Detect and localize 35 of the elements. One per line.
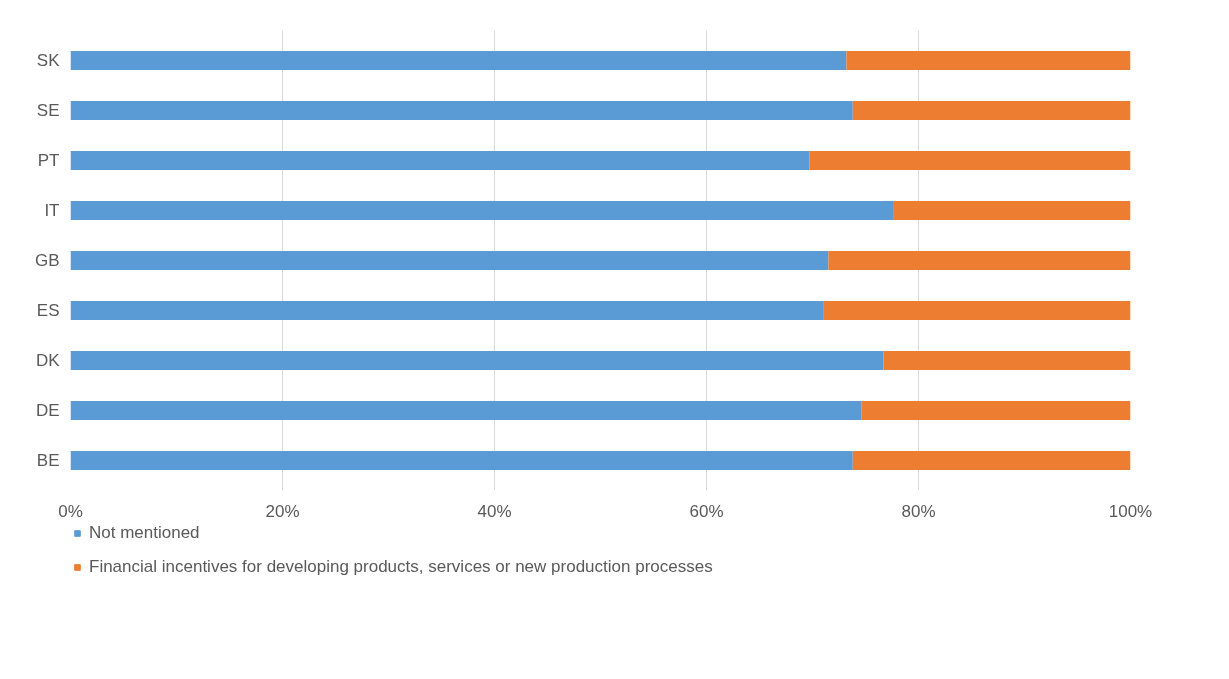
bar <box>852 101 1131 120</box>
bar <box>852 451 1131 470</box>
y-tick-label: SK <box>36 51 61 70</box>
bar <box>828 251 1131 270</box>
y-tick-label: DK <box>35 351 61 370</box>
bar <box>70 151 810 170</box>
x-tick-label: 40% <box>477 501 512 521</box>
y-tick-label: SE <box>36 101 60 120</box>
x-tick-label: 80% <box>901 501 936 521</box>
y-tick-label: PT <box>37 151 60 170</box>
y-tick-label: IT <box>44 201 60 220</box>
bar <box>70 301 824 320</box>
bar <box>823 301 1131 320</box>
y-tick-label: GB <box>34 251 60 270</box>
y-tick-label: DE <box>35 401 60 420</box>
y-tick-label: ES <box>36 301 60 320</box>
bar <box>70 51 847 70</box>
bar <box>70 101 853 120</box>
bar <box>70 201 894 220</box>
x-tick-label: 0% <box>58 501 83 521</box>
bar <box>70 451 853 470</box>
bar <box>809 151 1131 170</box>
x-tick-label: 100% <box>1108 501 1153 521</box>
bar <box>70 351 884 370</box>
legend-label: Not mentioned <box>89 523 200 543</box>
legend-label: Financial incentives for developing products, services or new production processes <box>89 557 713 577</box>
bar <box>70 251 829 270</box>
bar <box>883 351 1131 370</box>
y-tick-label: BE <box>36 451 60 470</box>
x-tick-label: 60% <box>689 501 724 521</box>
bar <box>846 51 1131 70</box>
bar <box>861 401 1131 420</box>
bar <box>893 201 1131 220</box>
bar <box>70 401 862 420</box>
x-tick-label: 20% <box>265 501 300 521</box>
